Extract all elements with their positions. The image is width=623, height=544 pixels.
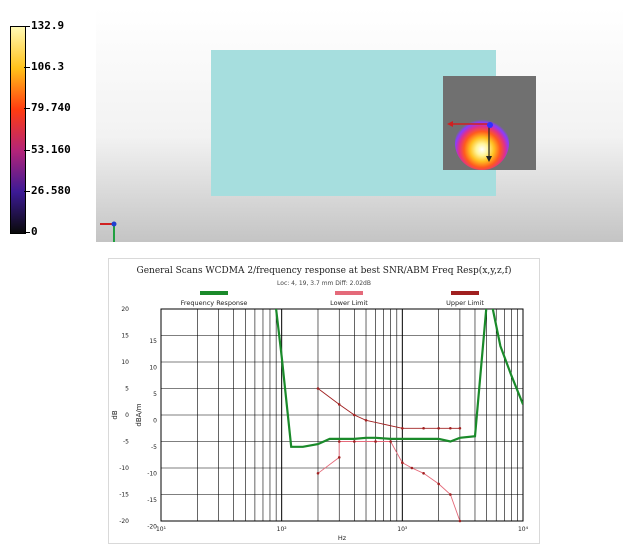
legend-swatch	[335, 291, 363, 295]
scan-area	[443, 76, 536, 170]
colorbar	[10, 26, 26, 234]
series-point	[458, 426, 462, 430]
y2-tick-label: 10	[149, 364, 157, 371]
y-tick-label: 0	[125, 412, 129, 419]
series-point	[364, 419, 368, 422]
colorbar-tick	[24, 232, 30, 233]
colorbar-label: 79.740	[31, 101, 71, 115]
x-tick-label: 10²	[277, 526, 288, 533]
colorbar-label: 53.160	[31, 142, 71, 156]
series-point	[337, 440, 341, 443]
legend-label: Frequency Response	[181, 299, 248, 307]
colorbar-tick	[24, 67, 30, 69]
x-tick-label: 10¹	[156, 526, 167, 533]
y2-tick-label: -20	[147, 523, 157, 530]
colorbar-label: 0	[31, 225, 38, 238]
y-tick-label: -10	[119, 465, 129, 472]
3d-scan-view[interactable]	[96, 8, 623, 242]
legend-swatch	[200, 291, 228, 295]
probe-arrows	[447, 121, 492, 162]
series-point	[337, 403, 341, 406]
series-point	[337, 456, 341, 459]
chart-svg: General Scans WCDMA 2/frequency response…	[111, 265, 529, 542]
series-point	[458, 519, 462, 523]
colorbar-tick	[24, 190, 30, 192]
colorbar-label: 106.3	[31, 60, 65, 74]
frequency-response-chart: General Scans WCDMA 2/frequency response…	[108, 258, 540, 544]
series-point	[353, 440, 356, 443]
colorbar-tick	[24, 26, 30, 27]
x-axis-label: Hz	[338, 534, 347, 542]
y-tick-label: -15	[119, 492, 129, 499]
series-point	[449, 493, 452, 496]
series-point	[422, 426, 425, 430]
y-tick-label: -5	[123, 439, 129, 446]
y-tick-label: 5	[125, 386, 129, 393]
probe-location-marker	[487, 122, 493, 128]
series-point	[316, 387, 320, 390]
series-point	[401, 461, 404, 464]
y2-tick-label: 0	[153, 417, 157, 424]
series-point	[389, 440, 392, 443]
legend-label: Lower Limit	[330, 299, 368, 307]
legend-swatch	[451, 291, 479, 295]
y-tick-label: -20	[119, 518, 129, 525]
y-tick-label: 20	[121, 306, 129, 313]
series-point	[437, 426, 440, 430]
y2-tick-label: -10	[147, 470, 157, 477]
axes-tripod-icon	[100, 221, 117, 242]
series-point	[374, 440, 377, 443]
colorbar-label: 26.580	[31, 183, 71, 197]
series-point	[449, 426, 452, 430]
chart-subtitle: Loc: 4, 19, 3.7 mm Diff: 2.02dB	[277, 280, 371, 287]
y-tick-label: 10	[121, 359, 129, 366]
series-line-0	[275, 309, 523, 448]
legend-label: Upper Limit	[446, 299, 484, 307]
series-point	[410, 466, 414, 470]
y2-tick-label: 5	[153, 391, 157, 398]
colorbar-tick	[24, 108, 30, 110]
x-tick-label: 10³	[397, 526, 408, 533]
field-hotspot	[455, 116, 509, 170]
y-tick-label: 15	[121, 333, 129, 340]
x-tick-label: 10⁴	[518, 526, 529, 533]
y2-tick-label: 15	[149, 338, 157, 345]
y2-tick-label: -15	[147, 497, 157, 504]
colorbar-tick	[24, 149, 30, 151]
series-point	[316, 472, 320, 475]
chart-title: General Scans WCDMA 2/frequency response…	[137, 265, 512, 276]
y2-axis-label: dBA/m	[135, 403, 143, 426]
series-point	[422, 472, 425, 475]
series-point	[401, 426, 404, 430]
series-point	[437, 482, 440, 486]
y-axis-label: dB	[111, 410, 119, 419]
colorbar-label: 132.9	[31, 19, 65, 32]
y2-tick-label: -5	[151, 444, 157, 451]
series-line-1	[317, 441, 461, 521]
series-point	[353, 413, 356, 417]
